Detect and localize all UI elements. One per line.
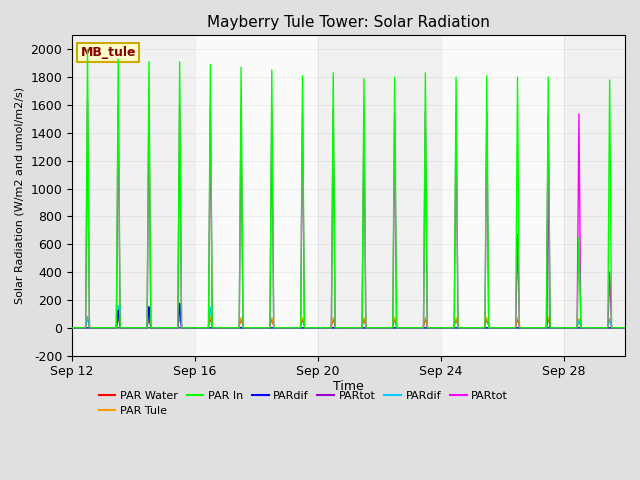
Bar [72,36,195,356]
X-axis label: Time: Time [333,380,364,393]
Bar [564,36,625,356]
Title: Mayberry Tule Tower: Solar Radiation: Mayberry Tule Tower: Solar Radiation [207,15,490,30]
Bar [441,36,564,356]
Bar [318,36,441,356]
Bar [195,36,318,356]
Y-axis label: Solar Radiation (W/m2 and umol/m2/s): Solar Radiation (W/m2 and umol/m2/s) [15,87,25,304]
Legend: PAR Water, PAR Tule, PAR In, PARdif, PARtot, PARdif, PARtot: PAR Water, PAR Tule, PAR In, PARdif, PAR… [94,386,513,420]
Text: MB_tule: MB_tule [81,46,136,59]
